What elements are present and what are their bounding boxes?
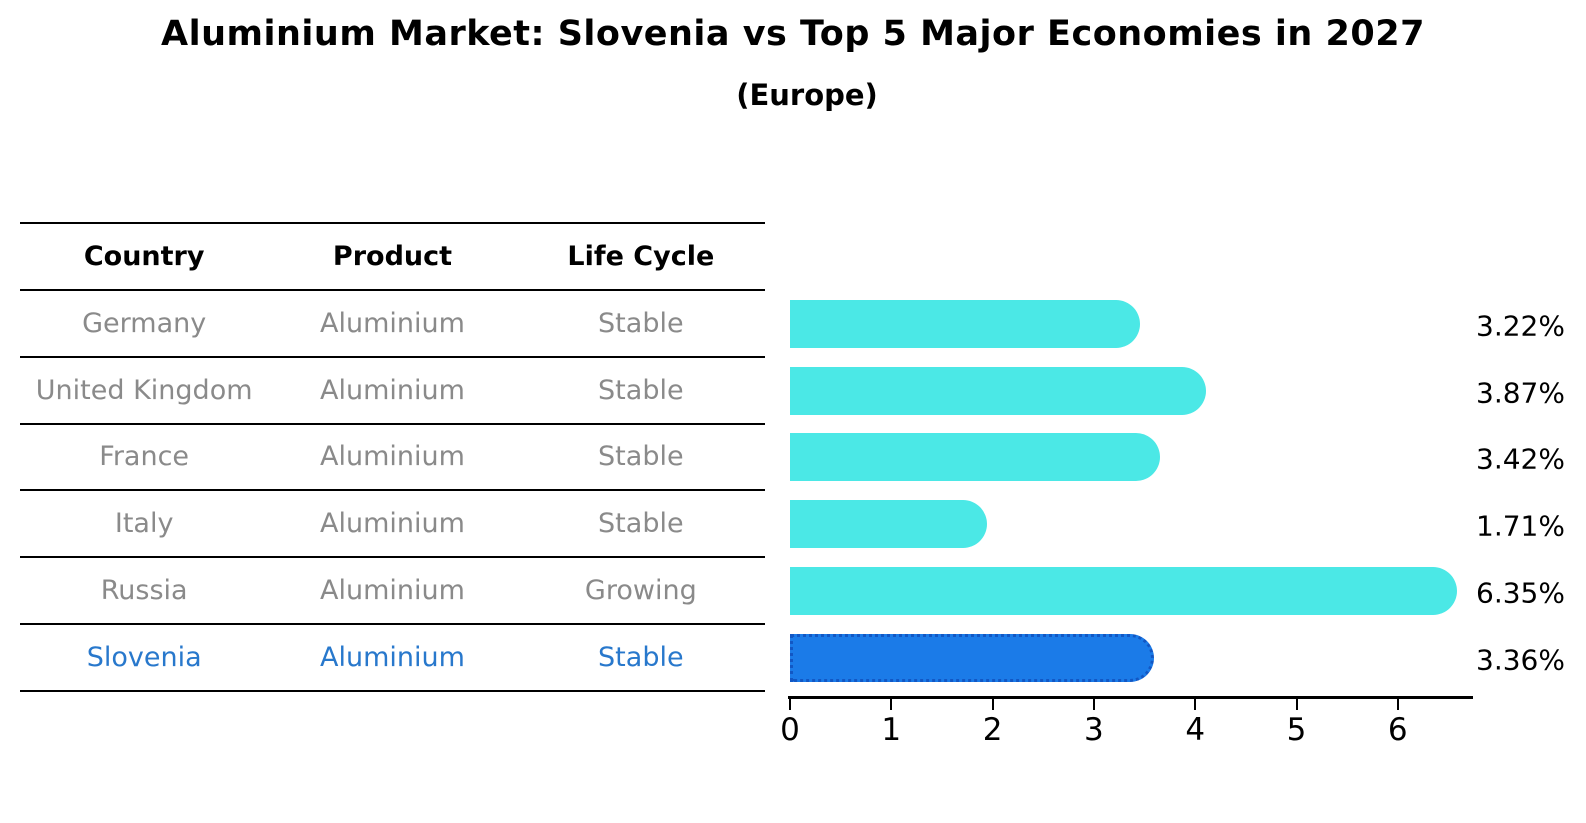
table-cell-country: Germany	[82, 307, 207, 339]
x-tick	[1194, 699, 1197, 710]
table-cell-life-cycle: Stable	[598, 641, 684, 673]
table-cell-life-cycle: Stable	[598, 508, 684, 540]
table-cell-country: Slovenia	[86, 641, 202, 673]
bar	[790, 300, 1141, 348]
x-tick	[1295, 699, 1298, 710]
table-cell-life-cycle: Stable	[598, 374, 684, 406]
table-cell-product: Aluminium	[320, 641, 465, 673]
table-cell-product: Aluminium	[320, 441, 465, 473]
bar	[790, 433, 1161, 482]
table-cell-country: France	[99, 441, 190, 473]
chart-subtitle: (Europe)	[736, 78, 878, 112]
table-cell-product: Aluminium	[320, 575, 465, 607]
chart-title: Aluminium Market: Slovenia vs Top 5 Majo…	[161, 14, 1425, 54]
value-label: 3.36%	[1476, 643, 1565, 676]
bar-highlight	[790, 633, 1155, 682]
table-row: Russia Aluminium Growing	[20, 558, 765, 626]
bar	[790, 500, 988, 549]
table-cell-life-cycle: Growing	[584, 575, 697, 607]
x-tick-label: 1	[881, 712, 902, 748]
table-header-cell: Country	[83, 240, 205, 272]
bar	[790, 566, 1458, 615]
table-cell-life-cycle: Stable	[598, 307, 684, 339]
x-tick-label: 6	[1387, 712, 1408, 748]
value-label: 6.35%	[1476, 576, 1565, 610]
table-cell-product: Aluminium	[320, 374, 465, 406]
table-cell-product: Aluminium	[320, 508, 465, 540]
table-row: France Aluminium Stable	[20, 425, 765, 492]
x-tick-label: 3	[1084, 712, 1104, 748]
table-header-row: Country Product Life Cycle	[20, 224, 765, 291]
table-row: Slovenia Aluminium Stable	[20, 625, 765, 692]
table-header-cell: Product	[332, 240, 453, 272]
value-label: 3.42%	[1476, 442, 1565, 476]
data-table: Country Product Life Cycle Germany Aluminium…	[20, 222, 765, 692]
x-tick-label: 4	[1185, 712, 1206, 748]
x-tick-label: 0	[780, 712, 800, 748]
x-tick-label: 2	[982, 712, 1003, 748]
table-cell-country: Italy	[114, 508, 174, 540]
table-cell-life-cycle: Stable	[598, 441, 684, 473]
x-tick-label: 5	[1286, 712, 1307, 748]
table-row: Germany Aluminium Stable	[20, 291, 765, 358]
x-tick	[1396, 699, 1399, 710]
x-tick	[1092, 699, 1095, 710]
bar	[790, 366, 1207, 415]
table-cell-country: Russia	[100, 575, 188, 607]
value-label: 3.22%	[1476, 309, 1565, 343]
table-row: United Kingdom Aluminium Stable	[20, 358, 765, 425]
table-cell-product: Aluminium	[320, 307, 465, 339]
value-label: 3.87%	[1476, 376, 1565, 410]
value-label: 1.71%	[1476, 509, 1565, 543]
table-cell-country: United Kingdom	[35, 374, 253, 406]
x-tick	[991, 699, 994, 710]
x-tick	[789, 699, 791, 710]
table-header-cell: Life Cycle	[567, 240, 715, 272]
table-row: Italy Aluminium Stable	[20, 491, 765, 559]
x-tick	[890, 699, 893, 710]
x-axis-line	[788, 696, 1473, 699]
